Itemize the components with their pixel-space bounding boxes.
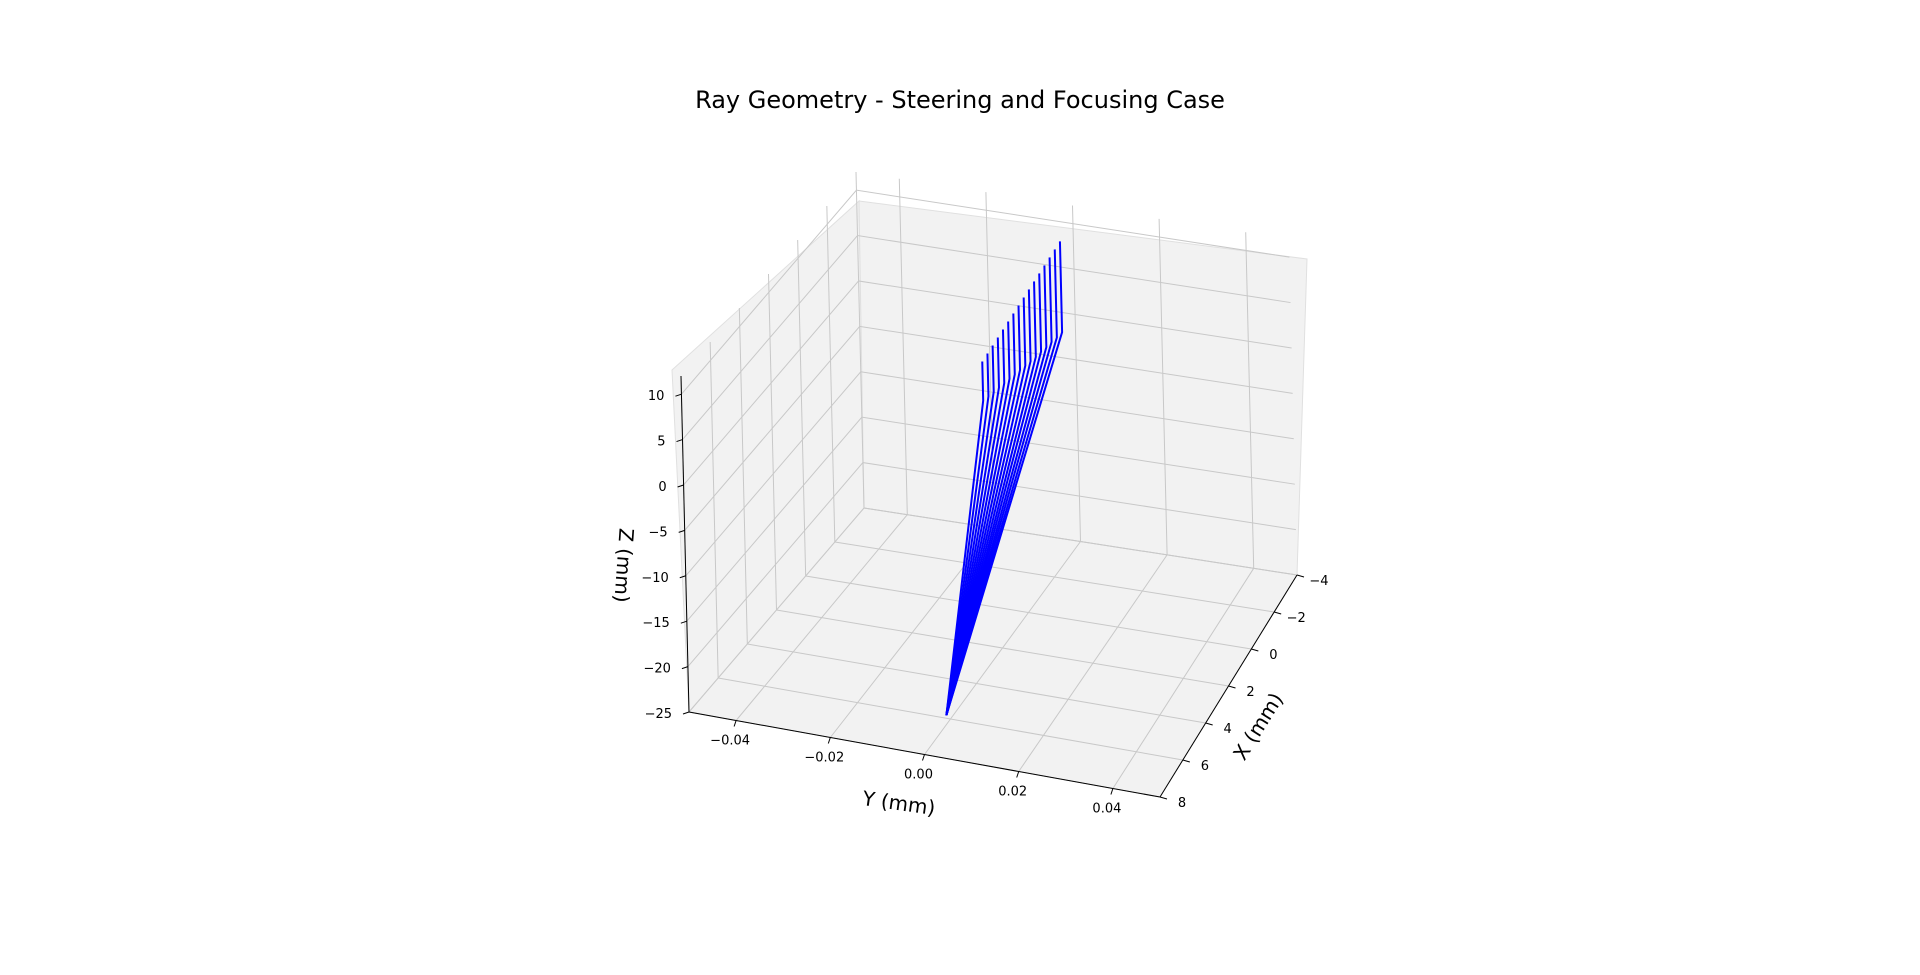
z-tick-mark bbox=[680, 620, 687, 624]
axis-lines bbox=[675, 375, 1305, 800]
ray-line bbox=[945, 305, 1022, 716]
ray-line bbox=[945, 337, 1000, 716]
grid-line-x bbox=[834, 541, 1275, 613]
x-tick-mark bbox=[1274, 611, 1282, 615]
grid-line-z bbox=[688, 507, 1298, 713]
ray-line bbox=[945, 241, 1064, 716]
grid-line-x bbox=[776, 609, 1229, 687]
x-tick-mark bbox=[1296, 574, 1305, 578]
grid-line-x-wall bbox=[709, 341, 719, 679]
grid-lines bbox=[680, 171, 1298, 798]
ray-line bbox=[945, 361, 985, 716]
x-axis-label: X (mm) bbox=[1228, 688, 1288, 764]
z-axis-label: Z (mm) bbox=[609, 527, 638, 603]
tick-labels: −0.04−0.020.000.020.04−4−202468−25−20−15… bbox=[641, 389, 1328, 816]
x-tick-label: 6 bbox=[1201, 759, 1209, 774]
grid-line-z bbox=[685, 371, 1294, 577]
ray-line bbox=[945, 345, 995, 716]
y-tick-label: 0.02 bbox=[998, 785, 1027, 800]
y-tick-mark bbox=[1110, 788, 1114, 795]
y-tick-mark bbox=[1016, 771, 1020, 778]
grid-line-z bbox=[687, 462, 1296, 667]
axis-panes bbox=[671, 199, 1308, 798]
y-tick-label: −0.04 bbox=[710, 734, 750, 749]
z-axis-line bbox=[680, 375, 690, 713]
z-tick-label: −10 bbox=[641, 571, 668, 586]
x-tick-mark bbox=[1228, 685, 1236, 689]
z-tick-mark bbox=[678, 529, 685, 533]
x-tick-mark bbox=[1159, 796, 1168, 800]
z-tick-label: 10 bbox=[648, 389, 665, 404]
z-tick-label: −25 bbox=[645, 707, 672, 722]
x-tick-label: −2 bbox=[1287, 611, 1306, 626]
z-tick-mark bbox=[675, 393, 682, 397]
y-tick-label: −0.02 bbox=[804, 751, 844, 766]
ray-line bbox=[945, 249, 1058, 716]
ray-line bbox=[945, 257, 1053, 716]
ray-line bbox=[945, 321, 1011, 716]
ray-line bbox=[945, 297, 1027, 716]
z-tick-label: −20 bbox=[643, 662, 670, 677]
grid-line-z bbox=[681, 189, 1290, 395]
grid-line-z bbox=[682, 235, 1291, 440]
x-tick-label: 4 bbox=[1224, 722, 1232, 737]
z-tick-label: 5 bbox=[657, 435, 665, 450]
grid-line-x-wall bbox=[826, 205, 836, 543]
grid-line-x-wall bbox=[855, 171, 865, 509]
z-tick-mark bbox=[682, 711, 690, 715]
ray-line bbox=[945, 289, 1032, 716]
y-tick-mark bbox=[827, 737, 831, 744]
z-tick-label: 0 bbox=[658, 480, 666, 495]
ray-lines bbox=[945, 241, 1064, 716]
y-tick-mark bbox=[733, 720, 737, 727]
ray-line bbox=[945, 273, 1043, 716]
grid-line-x-wall bbox=[768, 273, 777, 611]
ray-line bbox=[945, 265, 1048, 716]
grid-line-z bbox=[684, 325, 1293, 531]
grid-line-x bbox=[747, 643, 1206, 724]
grid-line-x-wall bbox=[797, 239, 807, 577]
grid-line-x bbox=[718, 677, 1183, 761]
x-tick-mark bbox=[1182, 759, 1190, 763]
y-axis-label: Y (mm) bbox=[860, 786, 937, 820]
grid-line-x bbox=[805, 575, 1252, 650]
ray-line bbox=[945, 329, 1006, 716]
grid-line-z bbox=[683, 280, 1292, 486]
y-tick-label: 0.00 bbox=[904, 768, 933, 783]
y-tick-label: 0.04 bbox=[1092, 802, 1121, 817]
ray-line bbox=[945, 281, 1037, 716]
x-tick-mark bbox=[1205, 722, 1213, 726]
grid-line-z bbox=[686, 416, 1295, 622]
x-tick-mark bbox=[1251, 648, 1259, 652]
z-tick-mark bbox=[676, 439, 683, 443]
z-tick-label: −5 bbox=[649, 525, 668, 540]
z-tick-mark bbox=[681, 666, 689, 670]
ray-line bbox=[945, 353, 990, 716]
z-tick-mark bbox=[677, 484, 684, 488]
x-tick-label: 2 bbox=[1246, 685, 1254, 700]
grid-line-x-wall bbox=[738, 307, 748, 645]
ray-line bbox=[945, 313, 1016, 716]
x-tick-label: −4 bbox=[1309, 574, 1328, 589]
y-tick-mark bbox=[922, 754, 925, 761]
chart-title: Ray Geometry - Steering and Focusing Cas… bbox=[695, 86, 1225, 114]
x-tick-label: 8 bbox=[1178, 796, 1186, 811]
z-tick-label: −15 bbox=[642, 616, 669, 631]
z-tick-mark bbox=[679, 575, 686, 579]
x-tick-label: 0 bbox=[1269, 648, 1277, 663]
